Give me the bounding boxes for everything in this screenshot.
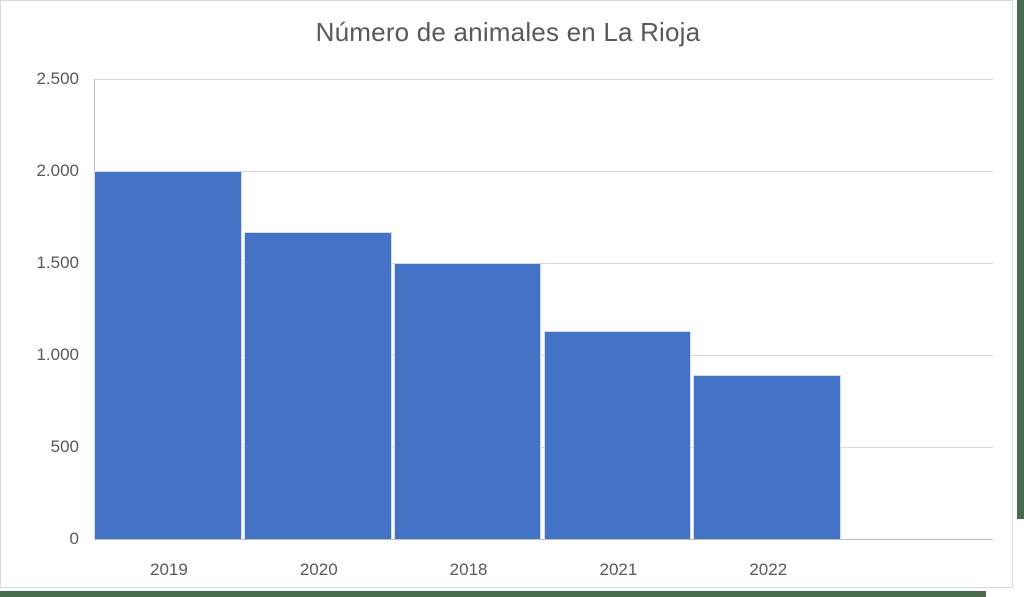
x-axis-line xyxy=(94,539,993,540)
x-axis-tick-label: 2022 xyxy=(749,560,788,579)
bar-2019 xyxy=(94,171,242,539)
y-axis-tick-label: 1.000 xyxy=(36,345,79,364)
bar-2021 xyxy=(543,331,692,539)
page-background-sliver-bottom xyxy=(0,591,986,597)
page-background-sliver-right xyxy=(1017,0,1024,519)
bar-2018 xyxy=(393,263,542,539)
y-axis-tick-label: 2.000 xyxy=(36,161,79,180)
x-axis-tick-label: 2021 xyxy=(599,560,638,579)
chart-card: Número de animales en La Rioja 0 500 1.000… xyxy=(0,0,1013,588)
y-axis-tick-label: 0 xyxy=(69,529,79,548)
bar-2020 xyxy=(243,231,392,539)
gridline xyxy=(94,79,993,80)
x-axis-tick-label: 2020 xyxy=(299,560,338,579)
x-axis-tick-label: 2018 xyxy=(449,560,488,579)
gridline xyxy=(94,263,993,264)
y-axis-tick-label: 2.500 xyxy=(36,69,79,88)
y-axis-tick-label: 500 xyxy=(50,437,79,456)
x-axis-tick-label: 2019 xyxy=(149,560,188,579)
gridline xyxy=(94,171,993,172)
y-axis-tick-label: 1.500 xyxy=(36,253,79,272)
bar-2022 xyxy=(693,375,842,539)
chart-title: Número de animales en La Rioja xyxy=(315,17,701,47)
